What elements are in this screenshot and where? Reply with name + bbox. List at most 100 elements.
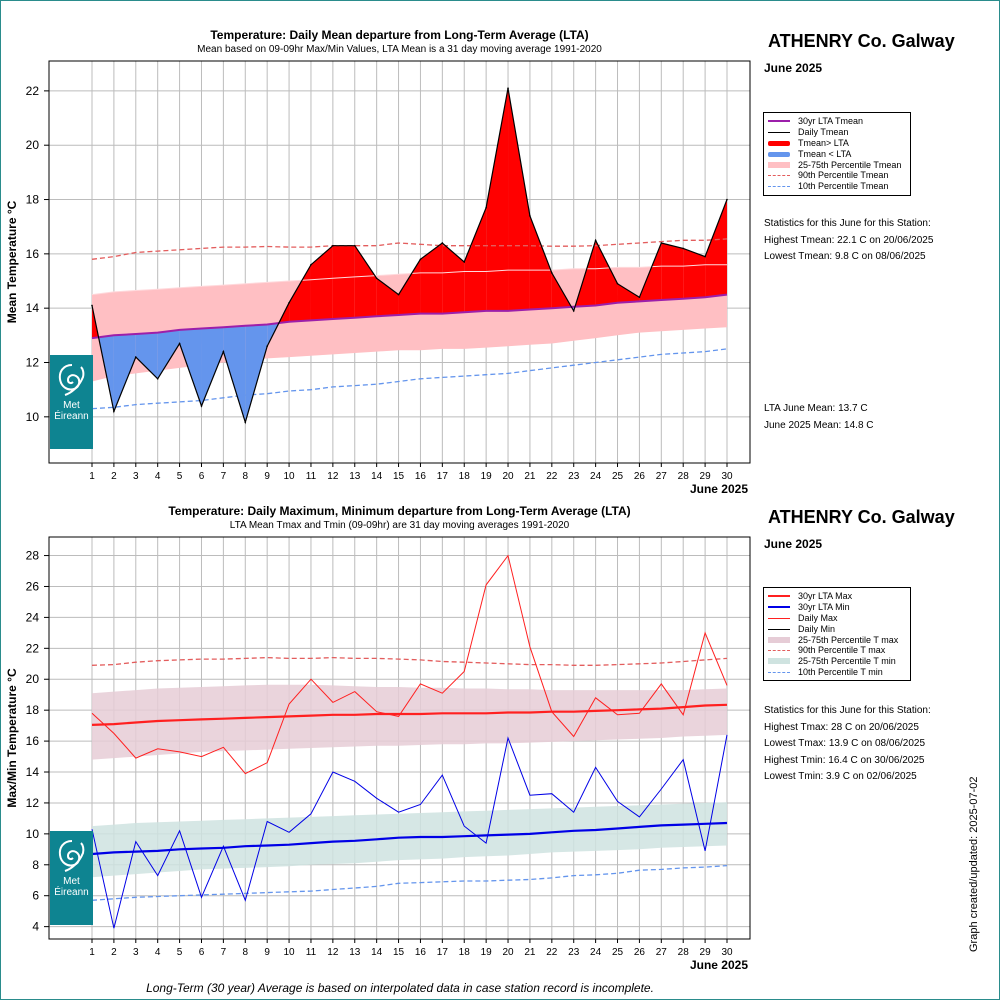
tmean-above-lta-fill xyxy=(310,245,333,321)
bottom-ytick-label: 18 xyxy=(26,703,40,717)
daily-tmean-point xyxy=(704,255,706,258)
tmean-above-lta-fill xyxy=(683,248,706,299)
daily-tmean-point xyxy=(485,206,487,209)
top-title: Temperature: Daily Mean departure from L… xyxy=(210,28,588,42)
bottom-xtick-label: 7 xyxy=(221,947,227,958)
lta-june-mean: LTA June Mean: 13.7 C xyxy=(764,403,868,414)
top-xtick-label: 18 xyxy=(459,471,471,482)
legend-label: 10th Percentile T min xyxy=(798,666,883,677)
daily-max-line xyxy=(91,554,728,775)
top-xtick-label: 7 xyxy=(221,471,227,482)
bottom-ytick-label: 26 xyxy=(26,579,40,593)
bottom-ytick-label: 12 xyxy=(26,796,40,810)
daily-tmean-point xyxy=(178,342,181,345)
legend-label: 25-75th Percentile Tmean xyxy=(798,159,902,170)
tmean-below-lta-fill xyxy=(157,329,180,379)
legend-swatch xyxy=(768,138,790,148)
june-2025-mean: June 2025 Mean: 14.8 C xyxy=(764,419,874,431)
legend-label: Tmean> LTA xyxy=(798,137,849,148)
daily-tmean-point xyxy=(244,421,247,424)
legend-swatch xyxy=(768,127,790,137)
top-plot-border xyxy=(48,60,751,464)
legend-swatch xyxy=(768,181,790,191)
legend-label: 30yr LTA Tmean xyxy=(798,116,864,127)
legend-item: 90th Percentile Tmean xyxy=(768,170,906,181)
logo-text-met: Met xyxy=(63,876,80,887)
bottom-xtick-label: 28 xyxy=(678,947,690,958)
p90-tmean-line xyxy=(91,238,728,260)
legend-swatch xyxy=(768,591,790,601)
daily-tmean-point xyxy=(91,304,93,307)
top-xtick-label: 15 xyxy=(393,471,405,482)
legend-swatch xyxy=(768,656,790,666)
daily-tmean-point xyxy=(200,405,203,407)
tmean-below-lta-fill xyxy=(201,327,224,406)
daily-tmean-point xyxy=(463,261,466,263)
tmean-above-lta-fill xyxy=(529,215,552,310)
bottom-xtick-label: 25 xyxy=(612,947,624,958)
legend-item: 25-75th Percentile T max xyxy=(768,634,906,645)
bottom-ytick-label: 4 xyxy=(32,920,39,934)
top-ytick-label: 12 xyxy=(26,356,40,370)
legend-item: 30yr LTA Min xyxy=(768,602,906,613)
legend-item: 25-75th Percentile Tmean xyxy=(768,159,906,170)
top-plot-area xyxy=(49,61,750,463)
daily-min-line xyxy=(91,734,728,929)
daily-tmean-point xyxy=(529,215,531,217)
bottom-xtick-label: 14 xyxy=(371,947,383,958)
bottom-xtick-label: 27 xyxy=(656,947,668,958)
daily-tmean-point xyxy=(156,377,159,380)
bottom-xtick-label: 13 xyxy=(349,947,361,958)
swirl-icon xyxy=(58,840,84,872)
legend-swatch xyxy=(768,160,790,170)
legend-label: Tmean < LTA xyxy=(798,148,852,159)
tmean-above-lta-fill xyxy=(289,264,311,322)
bottom-xtick-label: 15 xyxy=(393,947,405,958)
stat-highest-tmax: Highest Tmax: 28 C on 20/06/2025 xyxy=(764,721,919,733)
bottom-xtick-label: 3 xyxy=(133,947,139,958)
p10-tmin-line xyxy=(91,864,728,901)
legend-label: 90th Percentile T max xyxy=(798,645,886,656)
top-xtick-label: 21 xyxy=(524,471,536,482)
stat-highest-tmean: Highest Tmean: 22.1 C on 20/06/2025 xyxy=(764,234,934,246)
bottom-xtick-label: 10 xyxy=(284,947,296,958)
legend-swatch xyxy=(768,170,790,180)
bottom-xtick-label: 22 xyxy=(546,947,558,958)
top-xtick-label: 10 xyxy=(284,471,296,482)
percentile-25-75-tmin-band xyxy=(92,802,727,878)
daily-tmean-point xyxy=(310,263,312,266)
stat-lowest-tmean: Lowest Tmean: 9.8 C on 08/06/2025 xyxy=(764,251,926,262)
top-xtick-label: 9 xyxy=(264,471,270,482)
bottom-xtick-label: 9 xyxy=(264,947,270,958)
daily-tmean-point xyxy=(266,345,268,348)
top-xtick-label: 30 xyxy=(721,471,733,482)
logo-text-eireann: Éireann xyxy=(54,411,89,422)
p10-tmean-line xyxy=(91,348,728,410)
met-eireann-logo-bottom: Met Éireann xyxy=(50,831,93,925)
daily-tmean-point xyxy=(551,272,553,274)
stat-highest-tmin: Highest Tmin: 16.4 C on 30/06/2025 xyxy=(764,754,925,766)
top-xtick-label: 23 xyxy=(568,471,580,482)
top-xlabel: June 2025 xyxy=(690,482,748,496)
bottom-xtick-label: 6 xyxy=(199,947,205,958)
daily-tmean-point xyxy=(353,244,356,247)
tmean-below-lta-fill xyxy=(223,325,246,423)
legend-label: 90th Percentile Tmean xyxy=(798,170,889,181)
bottom-ytick-label: 6 xyxy=(32,889,39,903)
top-xtick-label: 8 xyxy=(242,471,248,482)
bottom-xtick-label: 21 xyxy=(524,947,536,958)
tmean-above-lta-fill xyxy=(661,242,684,301)
tmean-above-lta-fill xyxy=(617,283,640,303)
tmean-above-lta-fill xyxy=(420,242,443,314)
stat-lowest-tmax: Lowest Tmax: 13.9 C on 08/06/2025 xyxy=(764,738,926,749)
legend-label: 30yr LTA Min xyxy=(798,602,850,613)
bottom-ytick-label: 14 xyxy=(26,765,40,779)
tmean-above-lta-fill xyxy=(486,88,509,311)
bottom-xtick-label: 19 xyxy=(481,947,493,958)
top-xtick-label: 20 xyxy=(502,471,514,482)
top-xtick-label: 17 xyxy=(437,471,449,482)
daily-tmean-point xyxy=(419,258,422,261)
top-xtick-label: 27 xyxy=(656,471,668,482)
